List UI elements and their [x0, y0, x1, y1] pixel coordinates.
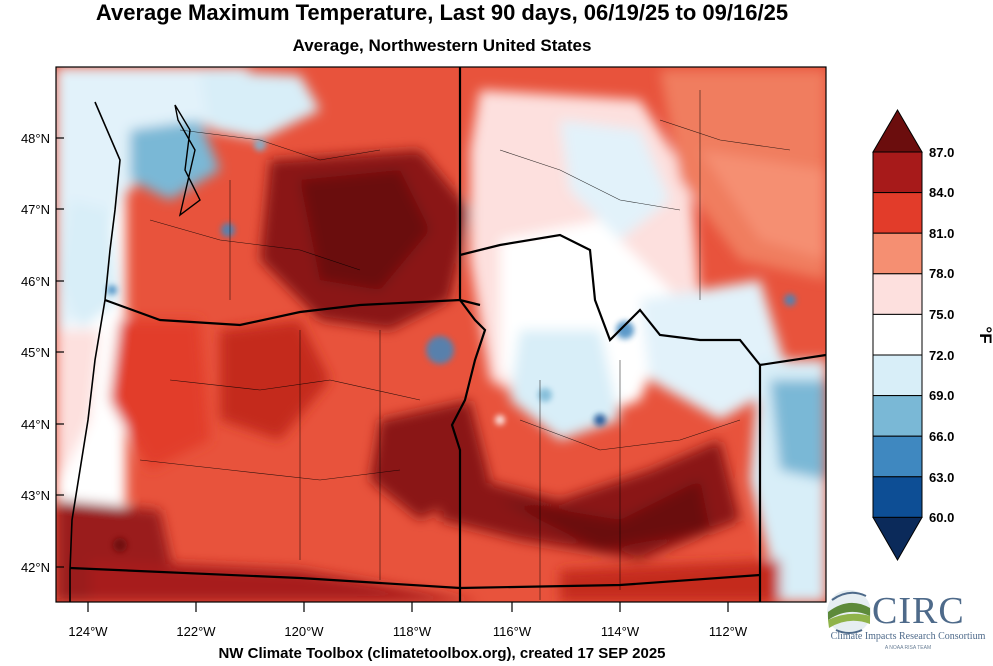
latitude-ticks [56, 137, 64, 568]
map-title: Average Maximum Temperature, Last 90 day… [95, 0, 789, 25]
colorbar-label-60: 60.0 [929, 510, 954, 525]
colorbar-label-78: 78.0 [929, 266, 954, 281]
footer-credit: NW Climate Toolbox (climatetoolbox.org),… [218, 645, 666, 662]
colorbar-top-arrow [872, 109, 923, 153]
lat-label-46: 46°N [21, 274, 50, 289]
lat-label-47: 47°N [21, 202, 50, 217]
lat-label-44: 44°N [21, 417, 50, 432]
colorbar-unit: °F [976, 326, 993, 343]
colorbar-label-84: 84.0 [929, 185, 954, 200]
circ-logo-tagline: A NOAA RISA TEAM [884, 645, 932, 651]
lat-label-45: 45°N [21, 345, 50, 360]
lat-label-42: 42°N [21, 560, 50, 575]
lon-label-120: 120°W [284, 624, 324, 639]
colorbar-label-69: 69.0 [929, 388, 954, 403]
colorbar-bin-78-81 [872, 232, 923, 275]
colorbar-label-72: 72.0 [929, 348, 954, 363]
colorbar-bin-72-75 [872, 313, 923, 356]
lon-label-114: 114°W [601, 624, 640, 639]
map-frame [55, 66, 827, 603]
temperature-map: 48°N 47°N 46°N 45°N 44°N 43°N 42°N 124°W… [21, 66, 993, 639]
colorbar-bin-81-84 [872, 192, 923, 234]
coastline [69, 101, 121, 602]
colorbar [872, 109, 923, 562]
colorbar-bin-69-72 [872, 354, 923, 397]
colorbar-bottom-arrow [872, 516, 923, 562]
longitude-ticks [87, 602, 729, 612]
colorbar-label-75: 75.0 [929, 307, 954, 322]
lat-label-48: 48°N [21, 131, 50, 146]
colorbar-bin-63-66 [872, 435, 923, 478]
colorbar-bin-60-63 [872, 476, 923, 518]
colorbar-label-63: 63.0 [929, 470, 954, 485]
lon-label-116: 116°W [493, 624, 532, 639]
colorbar-bin-84-87 [872, 151, 923, 194]
circ-logo-emblem [827, 590, 871, 634]
circ-logo-full-name: Climate Impacts Research Consortium [830, 631, 986, 642]
colorbar-bin-66-69 [872, 395, 923, 437]
lon-label-112: 112°W [709, 624, 748, 639]
colorbar-label-87: 87.0 [929, 145, 954, 160]
lon-label-124: 124°W [68, 624, 108, 639]
map-raster [56, 67, 826, 602]
lat-label-43: 43°N [21, 488, 50, 503]
lon-label-118: 118°W [393, 624, 432, 639]
map-subtitle: Average, Northwestern United States [292, 36, 592, 55]
lon-label-122: 122°W [176, 624, 216, 639]
colorbar-label-66: 66.0 [929, 429, 954, 444]
colorbar-bin-75-78 [872, 273, 923, 315]
circ-logo-word: CIRC [872, 590, 965, 632]
colorbar-label-81: 81.0 [929, 226, 954, 241]
